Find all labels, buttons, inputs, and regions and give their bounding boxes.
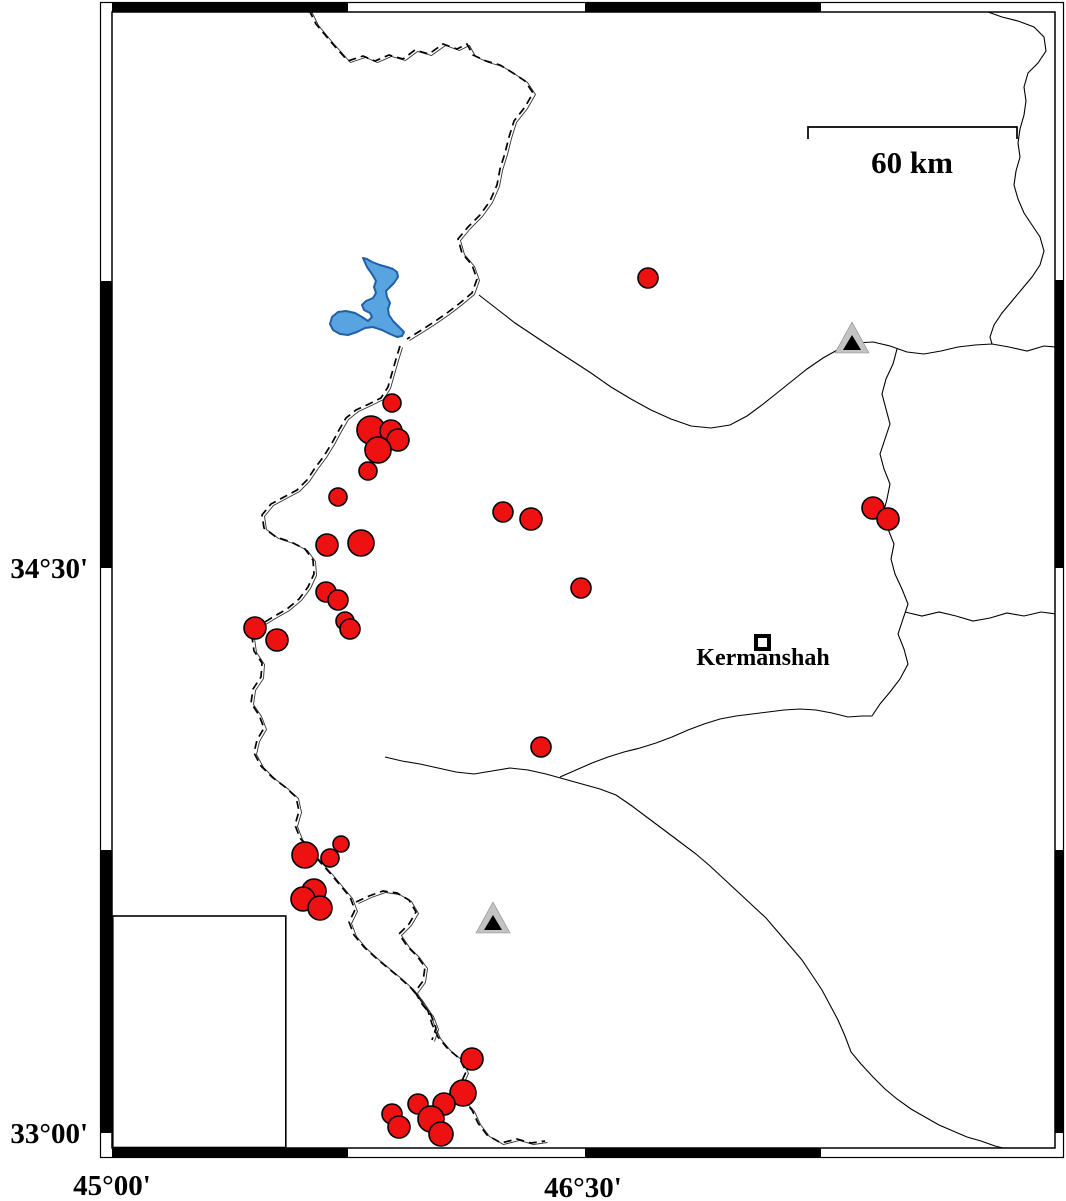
earthquake-epicenter-marker (243, 616, 267, 640)
earthquake-epicenter-marker (315, 533, 339, 557)
earthquake-epicenter-marker (460, 1047, 484, 1071)
earthquake-epicenter-marker (519, 507, 543, 531)
border-solid-line (311, 12, 537, 341)
frame-outer-line (99, 1, 1065, 1159)
frame-segment (112, 1148, 348, 1158)
earthquake-epicenter-marker (347, 529, 375, 557)
lake (329, 257, 405, 338)
city-kermanshah: Kermanshah (696, 634, 830, 671)
earthquake-epicenter-marker (358, 461, 378, 481)
earthquake-epicenter-marker (530, 736, 552, 758)
frame-segment (112, 2, 348, 12)
frame-inner-line (111, 11, 1056, 1149)
earthquake-epicenter-marker (307, 895, 333, 921)
earthquake-epicenter-marker (291, 841, 319, 869)
map-frame (99, 1, 1065, 1159)
station-triangle-inner (484, 915, 502, 930)
lat-label-34-30: 34°30' (10, 553, 88, 585)
river-line (904, 611, 1055, 622)
frame-segment (1055, 280, 1064, 568)
earthquake-epicenter-marker (339, 618, 361, 640)
border-dashed-line (250, 345, 546, 1144)
border-dashed-line (355, 890, 437, 1041)
map-interior (250, 12, 1055, 1148)
river-line (987, 12, 1047, 345)
lon-label-46-30: 46°30' (544, 1172, 622, 1201)
station-triangle-inner (843, 335, 861, 350)
lon-label-45-00: 45°00' (73, 1170, 151, 1201)
earthquake-epicenter-marker (449, 1079, 477, 1107)
frame-segment (585, 2, 821, 12)
earthquake-epicenter-marker (332, 835, 350, 853)
river-line (871, 348, 909, 717)
earthquake-epicenter-marker (637, 267, 659, 289)
river-line (559, 708, 872, 778)
earthquake-epicenter-marker (387, 1115, 411, 1139)
frame-segment (100, 850, 112, 1133)
marker-layer (243, 267, 900, 1147)
scale-bar: 60 km (807, 126, 1018, 180)
scale-bar-bracket (807, 126, 1018, 139)
frame-segment (585, 1148, 821, 1158)
city-square-marker (754, 634, 771, 651)
river-line (478, 294, 1055, 429)
frame-segment (100, 281, 112, 568)
earthquake-epicenter-marker (492, 501, 514, 523)
earthquake-epicenter-marker (570, 577, 592, 599)
border-solid-line (358, 892, 439, 1042)
city-label: Kermanshah (696, 645, 829, 671)
earthquake-epicenter-marker (876, 507, 900, 531)
axis-labels: 34°30' 33°00' 45°00' 46°30' (10, 553, 621, 1201)
river-line (384, 756, 1004, 1148)
earthquake-epicenter-marker (328, 487, 348, 507)
inset-box (112, 915, 287, 1149)
scale-bar-label: 60 km (871, 145, 953, 180)
frame-segment (1055, 850, 1064, 1133)
earthquake-epicenter-marker (364, 436, 392, 464)
earthquake-epicenter-marker (382, 393, 402, 413)
border-solid-line (253, 347, 548, 1145)
lat-label-33-00: 33°00' (10, 1118, 88, 1150)
earthquake-epicenter-marker (428, 1121, 454, 1147)
earthquake-epicenter-marker (320, 848, 340, 868)
border-dashed-line (309, 12, 534, 340)
earthquake-epicenter-marker (327, 589, 349, 611)
earthquake-epicenter-marker (265, 628, 289, 652)
